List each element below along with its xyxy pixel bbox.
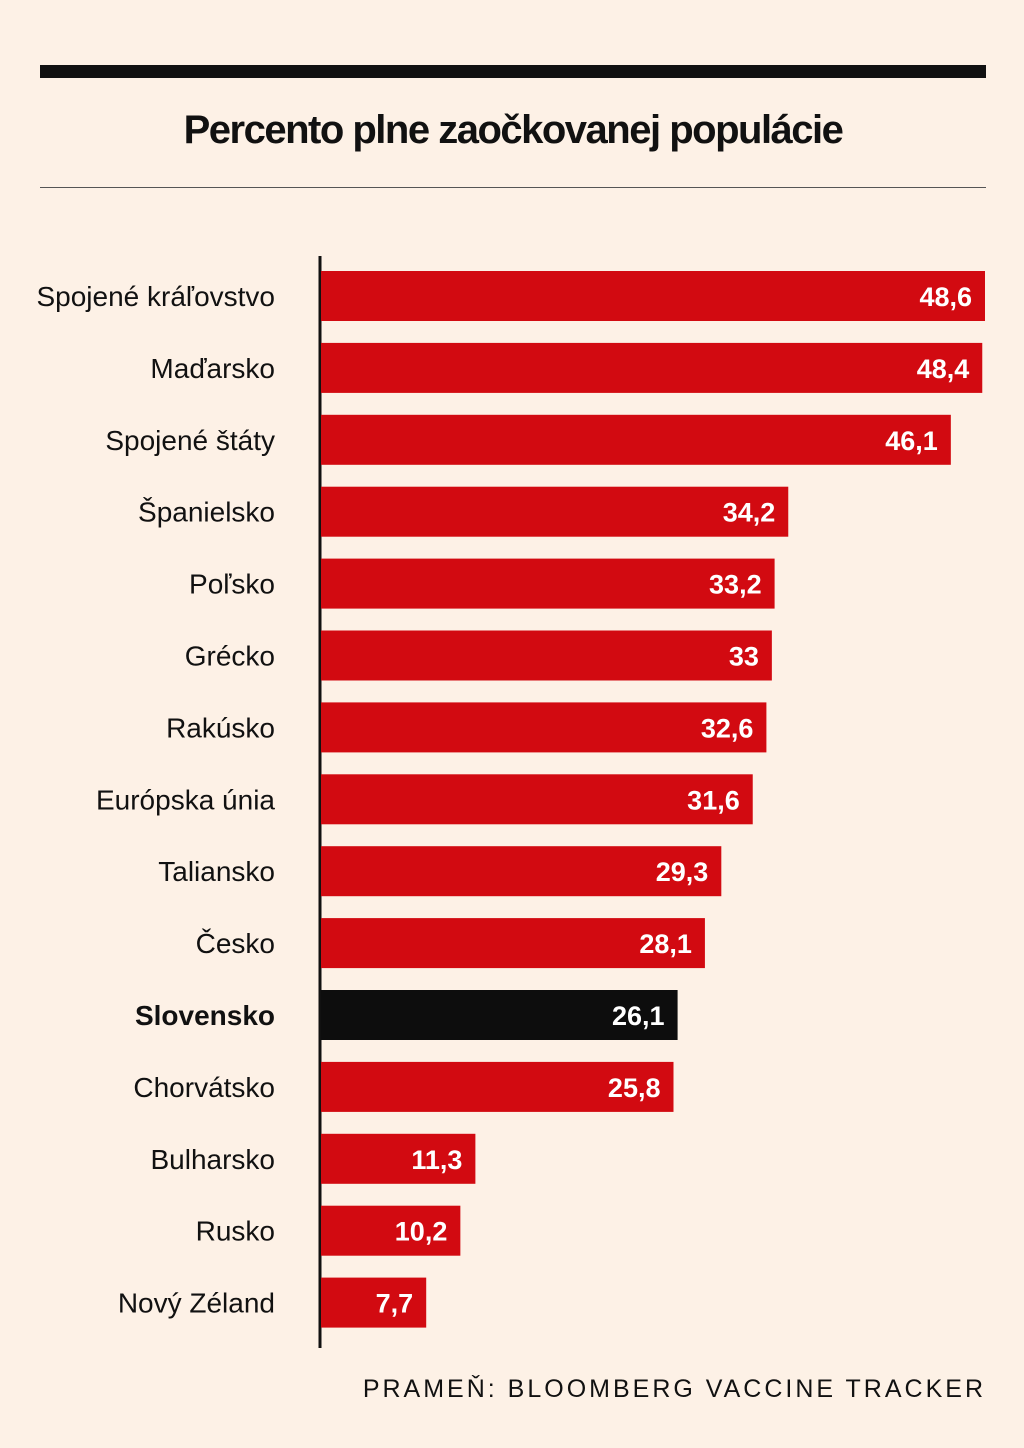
bar-11 bbox=[321, 1061, 674, 1112]
category-label: Španielsko bbox=[138, 497, 275, 528]
bar-12 bbox=[321, 1133, 476, 1184]
value-label: 25,8 bbox=[608, 1073, 661, 1103]
value-label: 31,6 bbox=[687, 785, 740, 815]
value-label: 7,7 bbox=[376, 1289, 414, 1319]
bar-9 bbox=[321, 918, 705, 969]
category-label: Chorvátsko bbox=[133, 1072, 275, 1103]
category-label: Slovensko bbox=[135, 1000, 275, 1031]
bar-7 bbox=[321, 774, 753, 825]
category-label: Spojené kráľovstvo bbox=[36, 281, 275, 312]
value-label: 48,6 bbox=[919, 282, 972, 312]
category-label: Taliansko bbox=[158, 856, 275, 887]
bar-8 bbox=[321, 846, 722, 897]
value-label: 34,2 bbox=[723, 498, 776, 528]
category-label: Poľsko bbox=[189, 569, 275, 600]
category-label: Rakúsko bbox=[166, 712, 275, 743]
category-label: Spojené štáty bbox=[105, 425, 275, 456]
title-divider bbox=[40, 187, 986, 188]
chart-title: Percento plne zaočkovanej populácie bbox=[183, 108, 844, 152]
bar-1 bbox=[321, 342, 983, 393]
bar-14 bbox=[321, 1277, 427, 1328]
bar-13 bbox=[321, 1205, 461, 1256]
bar-0 bbox=[321, 271, 985, 321]
value-label: 33 bbox=[729, 642, 759, 672]
bar-3 bbox=[321, 486, 789, 537]
value-label: 26,1 bbox=[612, 1001, 665, 1031]
category-label: Česko bbox=[196, 928, 275, 959]
category-label: Grécko bbox=[185, 641, 275, 672]
category-label: Maďarsko bbox=[150, 353, 275, 384]
bar-10 bbox=[321, 990, 678, 1040]
bar-2 bbox=[321, 414, 951, 465]
top-rule bbox=[40, 65, 986, 78]
category-label: Rusko bbox=[196, 1216, 275, 1247]
value-label: 33,2 bbox=[709, 570, 762, 600]
value-label: 32,6 bbox=[701, 713, 754, 743]
source-note: PRAMEŇ: BLOOMBERG VACCINE TRACKER bbox=[362, 1375, 986, 1403]
value-label: 11,3 bbox=[411, 1145, 462, 1175]
bar-4 bbox=[321, 558, 775, 609]
value-label: 46,1 bbox=[885, 426, 938, 456]
bar-5 bbox=[321, 630, 772, 681]
value-label: 10,2 bbox=[395, 1217, 448, 1247]
value-label: 28,1 bbox=[639, 929, 692, 959]
value-label: 48,4 bbox=[917, 354, 970, 384]
category-label: Európska únia bbox=[96, 784, 275, 815]
category-label: Bulharsko bbox=[150, 1144, 275, 1175]
value-label: 29,3 bbox=[656, 857, 709, 887]
bar-6 bbox=[321, 702, 767, 753]
category-label: Nový Zéland bbox=[118, 1288, 275, 1319]
